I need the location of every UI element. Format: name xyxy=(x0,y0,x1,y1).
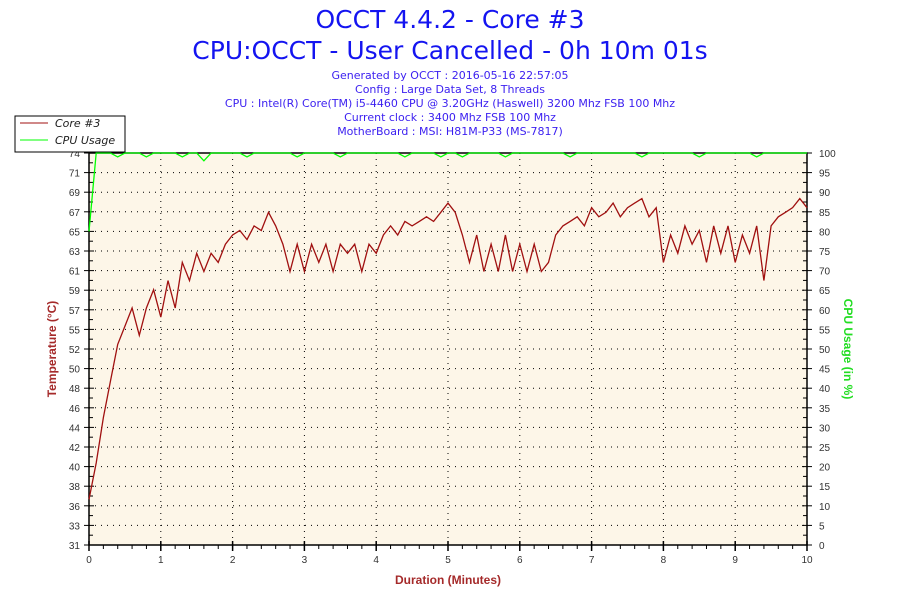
y-tick-label: 48 xyxy=(69,384,81,395)
info-motherboard: MotherBoard : MSI: H81M-P33 (MS-7817) xyxy=(337,125,563,138)
y2-tick-label: 0 xyxy=(819,541,825,552)
y2-tick-label: 40 xyxy=(819,384,831,395)
y2-tick-label: 80 xyxy=(819,227,831,238)
y-tick-label: 57 xyxy=(69,306,81,317)
y2-tick-label: 5 xyxy=(819,521,825,532)
y-tick-label: 50 xyxy=(69,365,81,376)
y-tick-label: 69 xyxy=(69,188,81,199)
y-tick-label: 38 xyxy=(69,482,81,493)
x-tick-label: 8 xyxy=(661,555,667,566)
y-tick-label: 67 xyxy=(69,208,81,219)
x-tick-label: 3 xyxy=(302,555,308,566)
y-tick-label: 31 xyxy=(69,541,81,552)
x-tick-label: 9 xyxy=(732,555,738,566)
y2-tick-label: 55 xyxy=(819,325,831,336)
x-tick-label: 10 xyxy=(801,555,813,566)
y-tick-label: 74 xyxy=(69,149,81,160)
x-tick-label: 0 xyxy=(86,555,92,566)
y2-tick-label: 50 xyxy=(819,345,831,356)
y2-tick-label: 95 xyxy=(819,169,831,180)
y-tick-label: 65 xyxy=(69,227,81,238)
x-tick-label: 5 xyxy=(445,555,451,566)
y2-tick-label: 25 xyxy=(819,443,831,454)
x-tick-label: 4 xyxy=(373,555,379,566)
info-config: Config : Large Data Set, 8 Threads xyxy=(355,83,545,96)
y2-tick-label: 75 xyxy=(819,247,831,258)
y2-tick-label: 35 xyxy=(819,404,831,415)
y2-tick-label: 90 xyxy=(819,188,831,199)
legend-box xyxy=(14,115,126,153)
info-cpu: CPU : Intel(R) Core(TM) i5-4460 CPU @ 3.… xyxy=(224,97,676,110)
y2-tick-label: 70 xyxy=(819,267,831,278)
y2-axis-label: CPU Usage (in %) xyxy=(841,299,855,400)
legend-label: Core #3 xyxy=(55,117,100,130)
info-generated: Generated by OCCT : 2016-05-16 22:57:05 xyxy=(331,69,569,82)
y2-tick-label: 100 xyxy=(819,149,836,160)
y2-tick-label: 85 xyxy=(819,208,831,219)
y-tick-label: 55 xyxy=(69,325,81,336)
x-tick-label: 7 xyxy=(589,555,595,566)
plot-area xyxy=(89,153,807,545)
series-line-cpu-usage xyxy=(88,152,807,232)
y-tick-label: 61 xyxy=(69,267,81,278)
x-tick-label: 2 xyxy=(230,555,236,566)
y-tick-label: 44 xyxy=(69,423,81,434)
y-tick-label: 59 xyxy=(69,286,81,297)
y-tick-label: 40 xyxy=(69,463,81,474)
y-tick-label: 52 xyxy=(69,345,81,356)
y-tick-label: 42 xyxy=(69,443,81,454)
info-clock: Current clock : 3400 Mhz FSB 100 Mhz xyxy=(344,111,556,124)
chart-subtitle: CPU:OCCT - User Cancelled - 0h 10m 01s xyxy=(192,36,708,65)
x-tick-label: 6 xyxy=(517,555,523,566)
y2-tick-label: 30 xyxy=(819,423,831,434)
y-tick-label: 71 xyxy=(69,169,81,180)
x-tick-label: 1 xyxy=(158,555,164,566)
y-tick-label: 36 xyxy=(69,502,81,513)
y2-tick-label: 15 xyxy=(819,482,831,493)
y2-tick-label: 20 xyxy=(819,463,831,474)
y-tick-label: 63 xyxy=(69,247,81,258)
legend-label: CPU Usage xyxy=(55,134,115,147)
y2-tick-label: 65 xyxy=(819,286,831,297)
y-tick-label: 46 xyxy=(69,404,81,415)
y2-tick-label: 10 xyxy=(819,502,831,513)
x-axis-label: Duration (Minutes) xyxy=(395,573,501,587)
y-tick-label: 33 xyxy=(69,521,81,532)
y-axis-label: Temperature (°C) xyxy=(45,301,59,398)
y2-tick-label: 45 xyxy=(819,365,831,376)
y2-tick-label: 60 xyxy=(819,306,831,317)
series-line-core-3 xyxy=(88,197,808,500)
chart-title: OCCT 4.4.2 - Core #3 xyxy=(315,5,585,34)
